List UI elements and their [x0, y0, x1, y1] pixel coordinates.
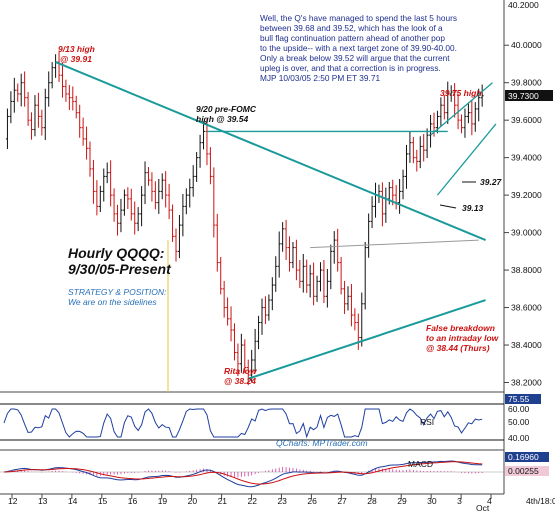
annotation-920-high-2: high @ 39.54 — [196, 114, 248, 124]
date-tick-label: 4 — [487, 496, 492, 506]
date-axis-ticks: 12 13 14 15 16 19 20 21 22 23 26 27 28 29 30 3 4 — [8, 494, 492, 506]
main-plot-frame — [0, 0, 504, 392]
strategy-heading: STRATEGY & POSITION: — [68, 287, 167, 297]
chart-title: Hourly QQQQ: — [68, 245, 164, 261]
macd-value-text-1: 0.16960 — [508, 452, 539, 462]
date-tick-label: 19 — [158, 496, 168, 506]
price-tick-label: 38.2000 — [511, 378, 542, 388]
date-tick-label: 15 — [98, 496, 108, 506]
rsi-line — [3, 408, 483, 439]
rsi-value-text: 75.55 — [508, 394, 530, 404]
commentary-line-1: Well, the Q's have managed to spend the … — [260, 13, 457, 23]
current-price-badge — [505, 90, 553, 101]
annotation-913-high-1: 9/13 high — [58, 44, 95, 54]
commentary-line-3: bull flag continuation pattern ahead of … — [260, 33, 445, 43]
macd-signal-line — [3, 461, 483, 485]
triangle-upper-line — [310, 239, 479, 249]
rita-support-line — [247, 299, 486, 380]
macd-label: MACD — [408, 459, 433, 469]
price-tick-label: 39.8000 — [511, 78, 542, 88]
price-tick-label: 38.8000 — [511, 265, 542, 275]
date-tick-label: 13 — [38, 496, 48, 506]
rsi-tick-40: 40.00 — [508, 433, 530, 443]
commentary-line-6: upleg is over, and that a correction is … — [260, 63, 441, 73]
date-tick-label: 14 — [68, 496, 78, 506]
date-tick-label: 27 — [337, 496, 347, 506]
chart-credit: QCharts: MPTrader.com — [276, 438, 368, 448]
macd-line — [3, 460, 483, 488]
price-tick-label: 39.2000 — [511, 190, 542, 200]
date-label-last: 4th/18:0 — [526, 496, 555, 506]
annotation-3975-high: 39.75 high — [440, 88, 482, 98]
date-tick-label: 28 — [367, 496, 377, 506]
downtrend-line — [55, 61, 486, 242]
price-tick-label: 39.6000 — [511, 115, 542, 125]
macd-value-text-2: 0.00255 — [508, 466, 539, 476]
date-tick-label: 23 — [277, 496, 287, 506]
annotation-false-breakdown-3: @ 38.44 (Thurs) — [426, 343, 490, 353]
date-tick-label: 26 — [307, 496, 317, 506]
price-tick-top-partial: 40.2000 — [508, 0, 539, 10]
chart-subtitle: 9/30/05-Present — [68, 261, 172, 277]
commentary-block: Well, the Q's have managed to spend the … — [260, 13, 457, 83]
annotation-3913: 39.13 — [462, 203, 484, 213]
date-tick-label: 12 — [8, 496, 18, 506]
price-axis-ticks: 40.0000 39.8000 39.6000 39.4000 39.2000 39.00… — [504, 40, 542, 388]
rsi-panel — [0, 403, 504, 441]
channel-lower-line — [436, 123, 497, 196]
marker-3913-line — [439, 204, 457, 209]
rsi-label: RSI — [420, 417, 434, 427]
date-label-oct: Oct — [476, 503, 490, 513]
annotation-rita-low-1: Rita low — [224, 366, 258, 376]
price-tick-label: 38.6000 — [511, 303, 542, 313]
commentary-line-5: Only a break below 39.52 will argue that… — [260, 53, 450, 63]
annotation-920-high-1: 9/20 pre-FOMC — [196, 104, 257, 114]
commentary-line-4: to the upside-- with a next target zone … — [260, 43, 457, 53]
annotation-rita-low-2: @ 38.24 — [224, 376, 256, 386]
rsi-tick-60: 60.00 — [508, 404, 530, 414]
price-tick-label: 38.4000 — [511, 340, 542, 350]
price-tick-label: 39.4000 — [511, 153, 542, 163]
trendlines — [55, 61, 497, 380]
channel-upper-line — [430, 82, 493, 136]
date-tick-label: 21 — [218, 496, 228, 506]
macd-value-badge-2 — [505, 466, 549, 476]
date-tick-label: 29 — [397, 496, 407, 506]
date-tick-label: 20 — [188, 496, 198, 506]
macd-value-badge-1 — [505, 452, 549, 462]
commentary-line-2: between 39.68 and 39.52, which has the l… — [260, 23, 443, 33]
date-tick-label: 22 — [248, 496, 258, 506]
macd-panel — [0, 460, 504, 488]
commentary-line-7: MJP 10/03/05 2:50 PM ET 39.71 — [260, 73, 380, 83]
price-tick-label: 40.0000 — [511, 40, 542, 50]
annotation-false-breakdown-2: to an intraday low — [426, 333, 500, 343]
annotation-3927: 39.27 — [480, 177, 503, 187]
annotation-false-breakdown-1: False breakdown — [426, 323, 495, 333]
annotation-913-high-2: @ 39.91 — [60, 54, 92, 64]
date-tick-label: 30 — [427, 496, 437, 506]
current-price-text: 39.7300 — [508, 91, 539, 101]
price-tick-label: 39.0000 — [511, 228, 542, 238]
date-tick-label: 3 — [457, 496, 462, 506]
rsi-tick-50: 50.00 — [508, 417, 530, 427]
strategy-text: We are on the sidelines — [68, 297, 157, 307]
price-candles — [5, 51, 484, 386]
rsi-value-badge — [505, 394, 541, 404]
date-tick-label: 16 — [128, 496, 138, 506]
